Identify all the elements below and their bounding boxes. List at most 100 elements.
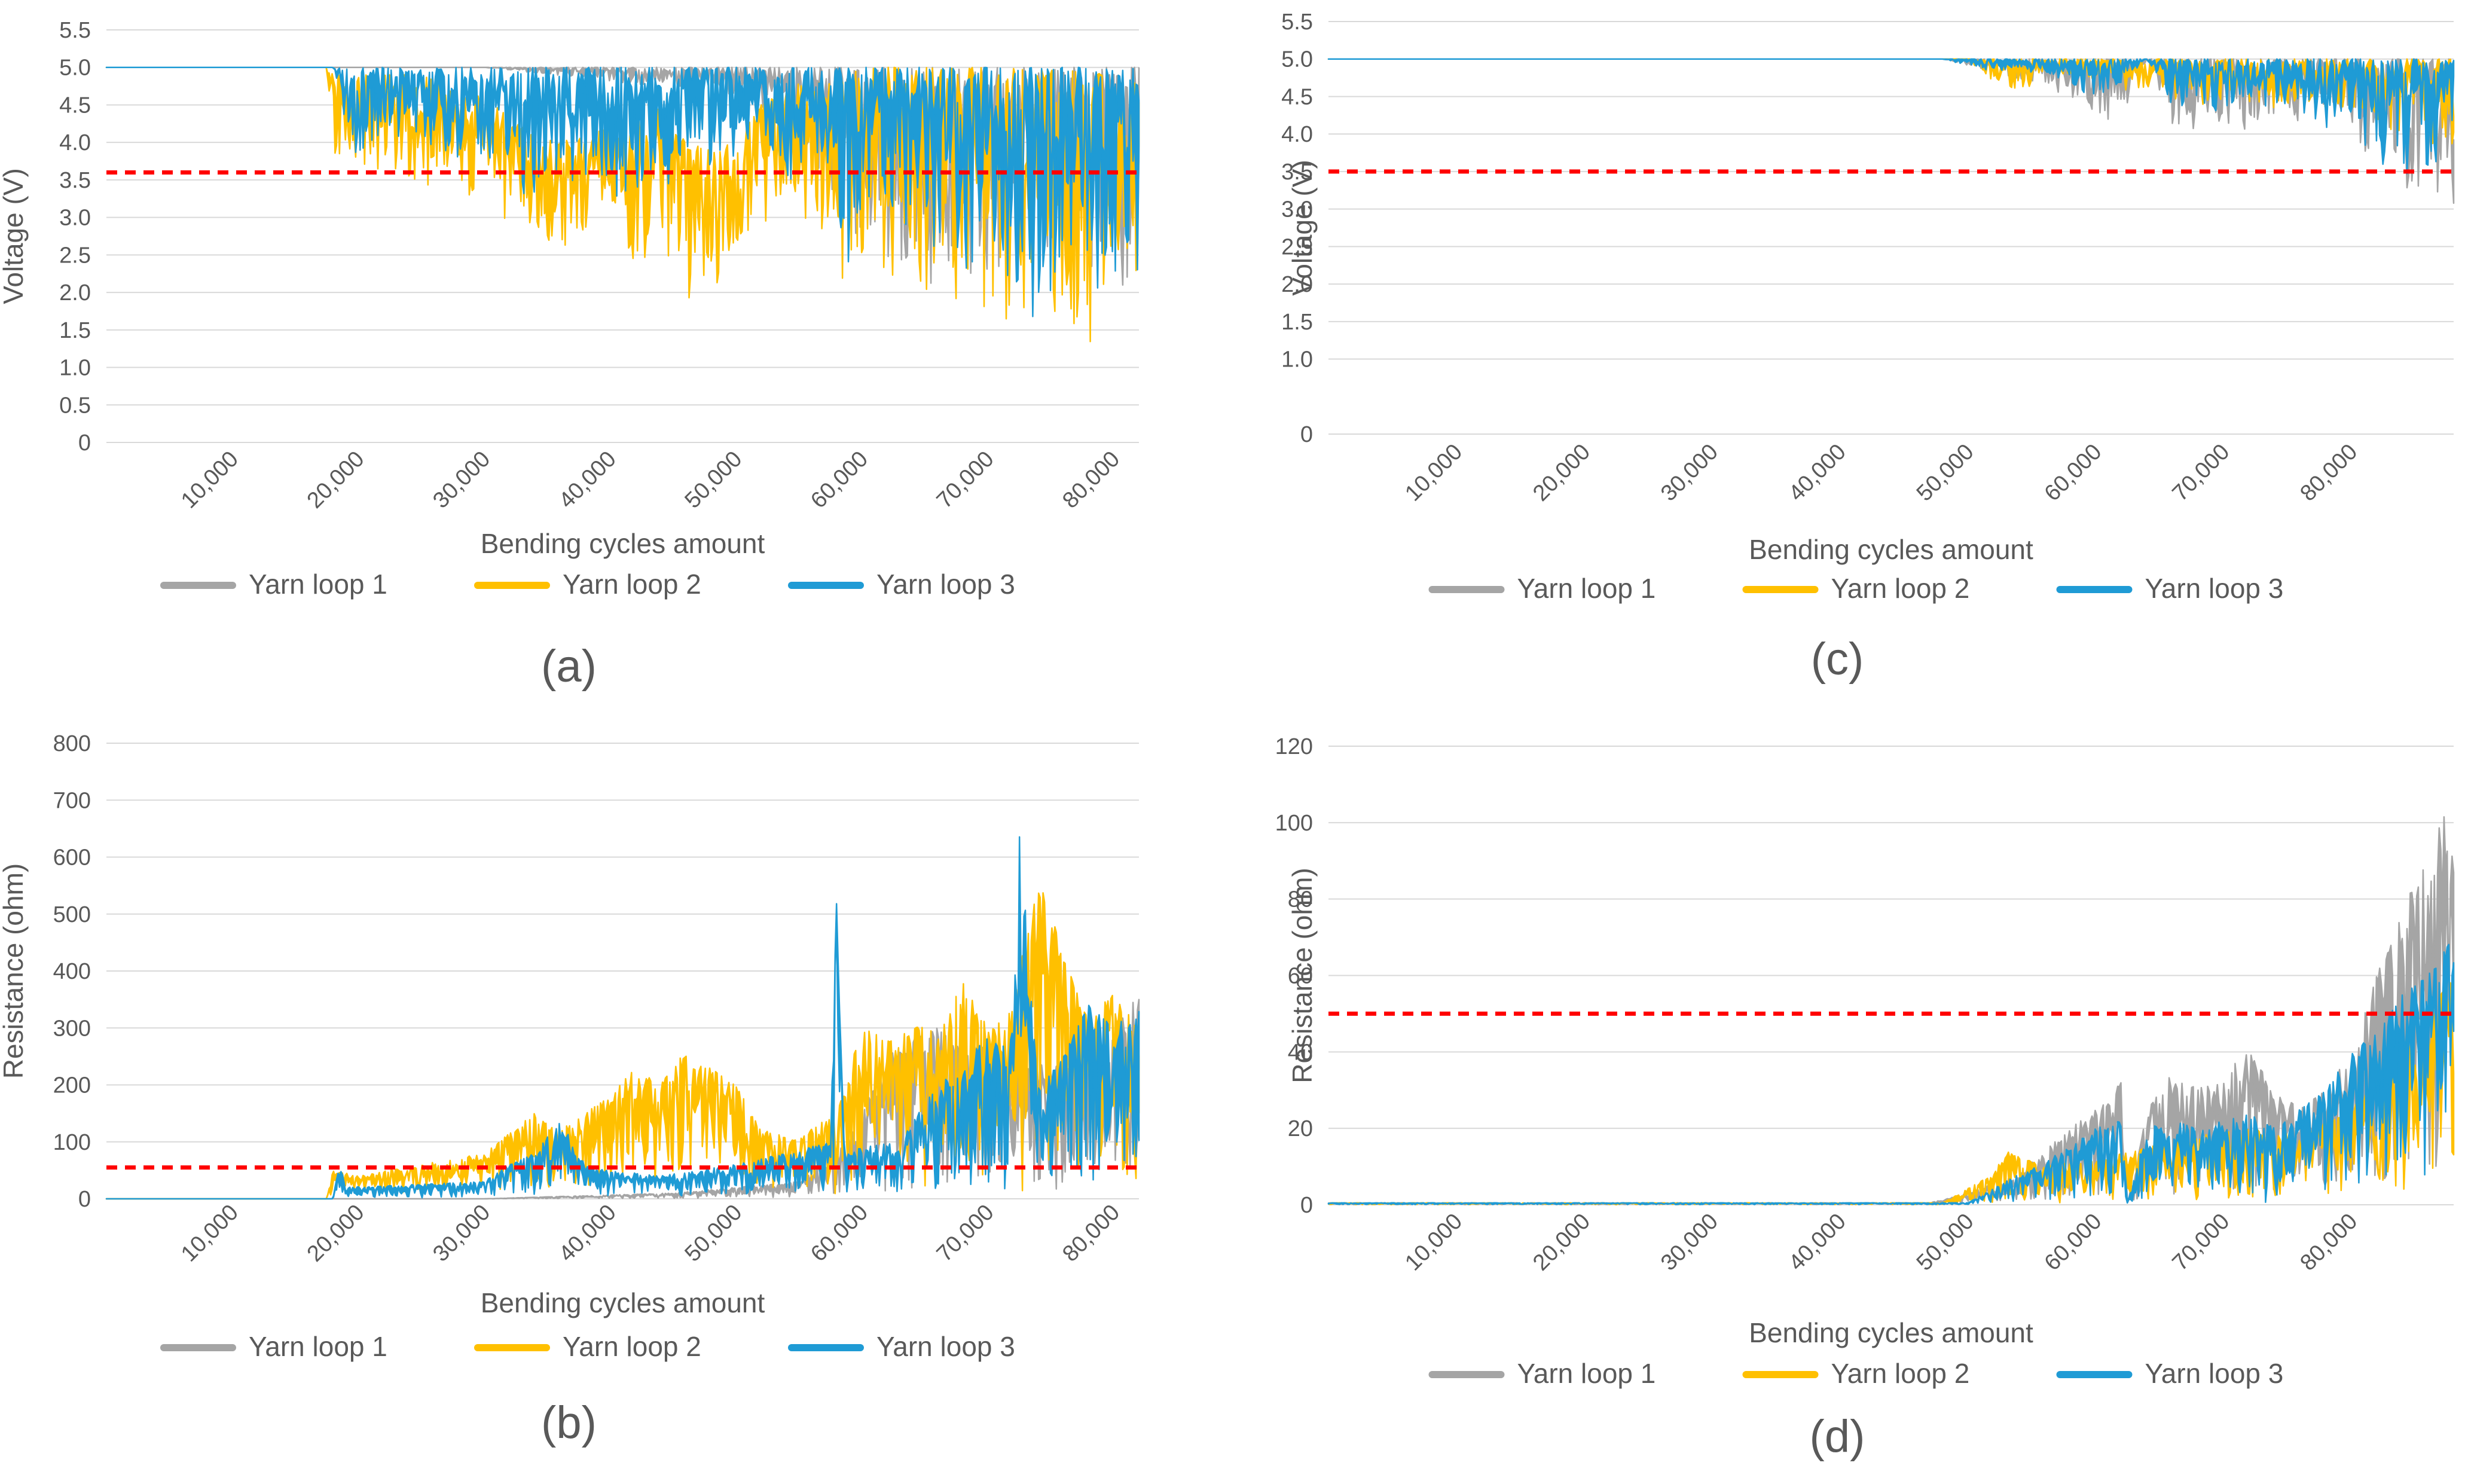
y-tick-label: 400: [53, 959, 91, 984]
x-tick-label: 30,000: [1656, 1209, 1723, 1276]
y-tick-label: 5.5: [59, 18, 91, 43]
y-axis-title: Resistance (ohm): [1287, 868, 1318, 1083]
y-tick-label: 200: [53, 1073, 91, 1098]
x-axis-title: Bending cycles amount: [481, 528, 765, 559]
x-tick-label: 40,000: [1784, 1209, 1851, 1276]
x-tick-label: 30,000: [428, 447, 495, 514]
x-tick-label: 50,000: [1912, 1209, 1979, 1276]
y-tick-label: 0: [78, 430, 91, 456]
y-tick-label: 60: [1288, 964, 1313, 989]
y-tick-label: 40: [1288, 1040, 1313, 1065]
y-tick-label: 1.0: [59, 356, 91, 381]
series-3-signal: [1327, 58, 2455, 175]
legend: Yarn loop 1 Yarn loop 2 Yarn loop 3: [160, 1331, 1015, 1362]
x-tick-label: 70,000: [2168, 439, 2235, 506]
legend-label-1: Yarn loop 1: [1517, 1358, 1656, 1389]
chart-panel-b: 0 100 200 300 400 500 600 700 800 10,000 20,000 30,…: [0, 723, 1234, 1481]
chart-panel-a: 0 0.5 1.0 1.5 2.0 2.5 3.0 3.5 4.0 4.5 5.0 5.5 10,000…: [0, 0, 1234, 723]
x-tick-label: 10,000: [176, 447, 243, 514]
y-tick-label: 5.5: [1281, 10, 1313, 35]
y-tick-label: 0: [1300, 1193, 1313, 1218]
x-tick-label: 70,000: [2168, 1209, 2235, 1276]
x-axis-title: Bending cycles amount: [481, 1287, 765, 1318]
chart-panel-c: 0 1.0 1.5 2.0 2.5 3.0 3.5 4.0 4.5 5.0 5.5 10,000 20,…: [1234, 0, 2468, 723]
legend-label-3: Yarn loop 3: [876, 569, 1015, 600]
x-tick-label: 20,000: [303, 447, 369, 514]
legend-label-3: Yarn loop 3: [876, 1331, 1015, 1362]
x-axis-title: Bending cycles amount: [1749, 1317, 2033, 1348]
x-tick-label: 20,000: [303, 1200, 369, 1267]
legend-label-2: Yarn loop 2: [1831, 573, 1970, 604]
chart-b: 0 100 200 300 400 500 600 700 800 10,000 20,000 30,…: [0, 731, 1140, 1448]
y-tick-label: 2.0: [1281, 272, 1313, 297]
y-tick-label: 4.0: [59, 130, 91, 155]
x-axis-title: Bending cycles amount: [1749, 534, 2033, 565]
y-tick-label: 120: [1275, 734, 1313, 759]
y-tick-label: 1.5: [1281, 310, 1313, 335]
series-3-signal: [105, 66, 1140, 317]
legend-label-1: Yarn loop 1: [249, 1331, 387, 1362]
series-3-signal: [105, 836, 1140, 1200]
panel-label: (a): [541, 641, 597, 692]
x-tick-label: 80,000: [1058, 447, 1125, 514]
legend-label-1: Yarn loop 1: [1517, 573, 1656, 604]
y-tick-label: 2.5: [1281, 234, 1313, 259]
y-tick-label: 80: [1288, 887, 1313, 912]
legend: Yarn loop 1 Yarn loop 2 Yarn loop 3: [1428, 573, 2284, 604]
y-tick-label: 600: [53, 845, 91, 871]
y-tick-label: 0: [78, 1187, 91, 1212]
x-tick-label: 80,000: [2295, 1209, 2362, 1276]
y-tick-label: 0: [1300, 422, 1313, 447]
y-tick-label: 2.0: [59, 280, 91, 306]
y-axis-title: Voltage (V): [0, 168, 29, 304]
y-tick-label: 5.0: [59, 56, 91, 81]
y-tick-label: 2.5: [59, 243, 91, 268]
chart-panel-d: 0 20 40 60 80 100 120 10,000 20,000 30,000 40,000 5…: [1234, 723, 2468, 1481]
x-tick-label: 80,000: [2295, 439, 2362, 506]
x-tick-label: 10,000: [1400, 1209, 1467, 1276]
chart-a: 0 0.5 1.0 1.5 2.0 2.5 3.0 3.5 4.0 4.5 5.0 5.5 10,000…: [0, 18, 1140, 692]
y-tick-label: 3.5: [59, 168, 91, 193]
y-tick-label: 0.5: [59, 393, 91, 418]
x-tick-label: 40,000: [554, 447, 621, 514]
x-tick-label: 60,000: [806, 1200, 873, 1267]
x-tick-label: 30,000: [1656, 439, 1723, 506]
panel-label: (c): [1811, 634, 1864, 685]
y-tick-label: 1.0: [1281, 347, 1313, 372]
legend: Yarn loop 1 Yarn loop 2 Yarn loop 3: [1428, 1358, 2283, 1389]
y-tick-label: 800: [53, 731, 91, 756]
x-tick-label: 80,000: [1058, 1200, 1125, 1267]
x-tick-label: 20,000: [1528, 439, 1595, 506]
y-tick-label: 700: [53, 788, 91, 813]
y-tick-label: 4.5: [59, 93, 91, 118]
x-tick-label: 70,000: [932, 447, 999, 514]
y-tick-label: 3.5: [1281, 160, 1313, 185]
legend-label-2: Yarn loop 2: [563, 1331, 701, 1362]
y-tick-label: 100: [53, 1130, 91, 1155]
y-tick-label: 500: [53, 902, 91, 927]
x-tick-label: 50,000: [680, 1200, 747, 1267]
x-tick-label: 40,000: [554, 1200, 621, 1267]
legend-label-1: Yarn loop 1: [249, 569, 387, 600]
x-tick-label: 30,000: [428, 1200, 495, 1267]
legend-label-2: Yarn loop 2: [1831, 1358, 1970, 1389]
x-tick-label: 50,000: [680, 447, 747, 514]
y-tick-label: 100: [1275, 811, 1313, 836]
x-tick-label: 20,000: [1528, 1209, 1595, 1276]
x-tick-label: 70,000: [932, 1200, 999, 1267]
panel-label: (d): [1810, 1411, 1865, 1462]
series-2-signal: [1327, 982, 2455, 1206]
y-tick-label: 300: [53, 1016, 91, 1041]
y-tick-label: 3.0: [59, 206, 91, 231]
x-tick-label: 60,000: [2040, 439, 2107, 506]
x-tick-label: 40,000: [1784, 439, 1851, 506]
chart-d: 0 20 40 60 80 100 120 10,000 20,000 30,000 40,000 5…: [1275, 734, 2455, 1462]
x-tick-label: 60,000: [2040, 1209, 2107, 1276]
legend-label-3: Yarn loop 3: [2145, 573, 2284, 604]
y-tick-label: 20: [1288, 1116, 1313, 1141]
y-tick-label: 4.5: [1281, 84, 1313, 109]
chart-c: 0 1.0 1.5 2.0 2.5 3.0 3.5 4.0 4.5 5.0 5.5 10,000 20,…: [1281, 10, 2455, 685]
legend-label-2: Yarn loop 2: [563, 569, 701, 600]
series-3-signal: [1327, 943, 2455, 1205]
x-tick-label: 50,000: [1912, 439, 1979, 506]
